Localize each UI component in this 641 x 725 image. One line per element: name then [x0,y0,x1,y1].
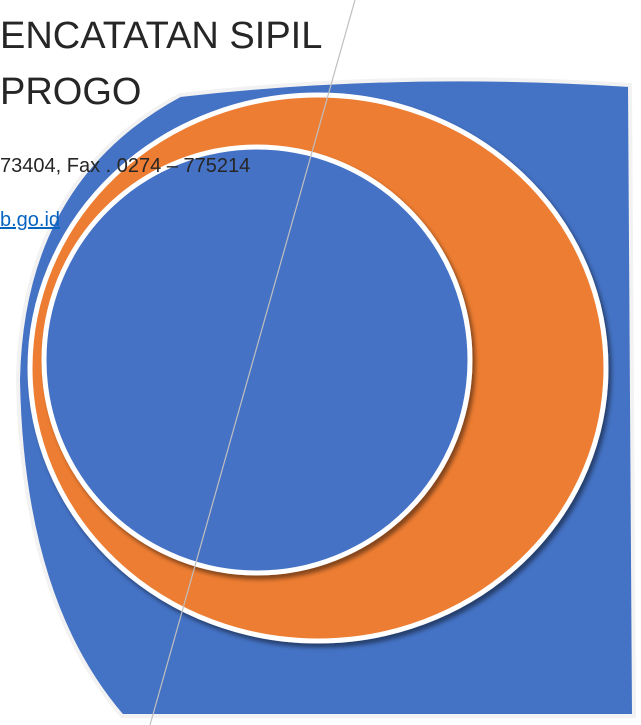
title-line-1: ENCATATAN SIPIL [0,15,322,57]
inner-circle [44,147,470,573]
title-line-2: PROGO [0,71,141,113]
contact-line: 73404, Fax . 0274 – 775214 [0,155,250,177]
web-link[interactable]: b.go.id [0,209,60,231]
page: ENCATATAN SIPIL PROGO 73404, Fax . 0274 … [0,0,641,725]
letterhead: ENCATATAN SIPIL PROGO 73404, Fax . 0274 … [0,0,641,725]
